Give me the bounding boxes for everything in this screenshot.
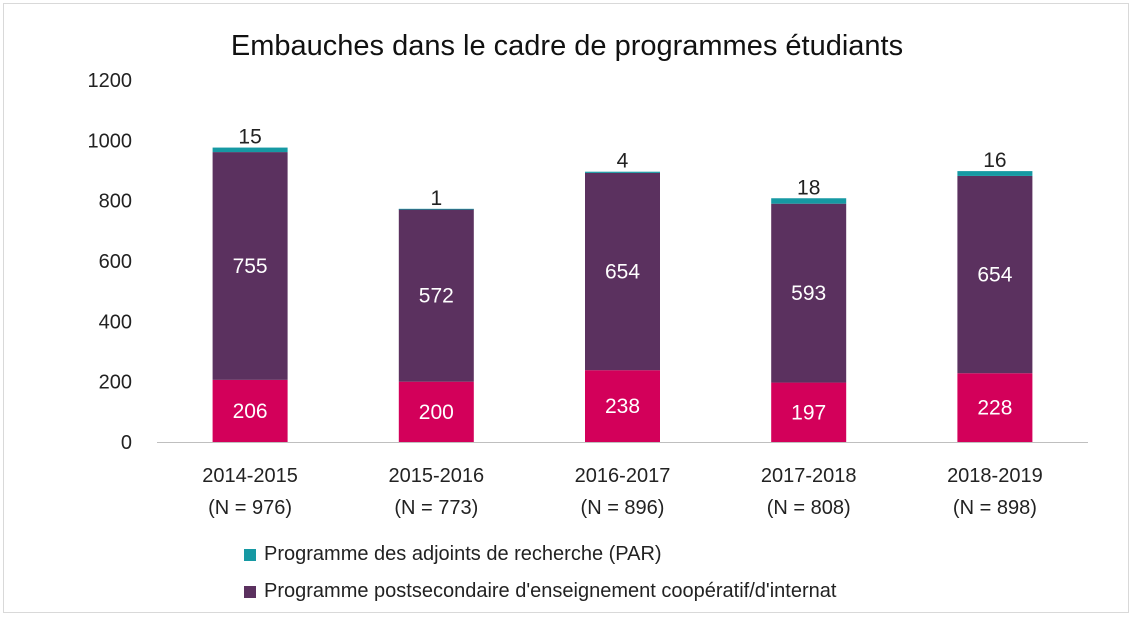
data-label: 228 [977,397,1012,420]
bar-segment [398,208,474,210]
bar-segment [771,198,847,204]
bar-segment [771,203,847,383]
bar-segment [957,175,1033,374]
bar-segment [212,379,288,442]
legend-swatch-par [244,548,256,561]
bar-segment [212,152,288,380]
data-label: 1 [430,187,442,210]
y-tick-label: 800 [99,191,132,213]
bar-segment [957,373,1033,442]
bar-segment [398,209,474,382]
x-tick-label: 2015-2016 [388,465,484,487]
bar-segment [398,381,474,442]
y-tick-label: 400 [99,311,132,333]
x-tick-label: 2018-2019 [947,465,1043,487]
data-label: 238 [605,395,640,418]
x-tick-label: 2016-2017 [575,465,671,487]
bar-segment [585,370,660,442]
y-tick-label: 1200 [88,70,133,92]
chart-legend: Programme des adjoints de recherche (PAR… [244,536,836,610]
legend-swatch-coop [244,585,256,598]
data-label: 16 [983,149,1006,172]
data-label: 654 [977,264,1012,287]
data-label: 206 [233,400,268,423]
data-label: 200 [419,401,454,424]
legend-label-coop: Programme postsecondaire d'enseignement … [264,580,837,602]
chart-frame [3,3,1129,613]
data-label: 15 [238,126,261,149]
y-tick-label: 1000 [88,130,133,152]
data-label: 4 [617,150,629,173]
x-tick-sublabel: (N = 773) [394,497,478,519]
legend-label-par: Programme des adjoints de recherche (PAR… [264,543,662,565]
x-tick-sublabel: (N = 896) [581,497,665,519]
x-tick-sublabel: (N = 976) [208,497,292,519]
x-tick-sublabel: (N = 898) [953,497,1037,519]
legend-item-coop: Programme postsecondaire d'enseignement … [244,573,836,610]
bar-segment [957,171,1033,176]
bar-segment [585,171,660,173]
data-label: 654 [605,261,640,284]
x-tick-label: 2017-2018 [761,465,857,487]
x-tick-sublabel: (N = 808) [767,497,851,519]
bar-segment [212,147,288,153]
y-tick-label: 200 [99,372,132,394]
y-tick-label: 600 [99,251,132,273]
data-label: 755 [233,255,268,278]
legend-item-par: Programme des adjoints de recherche (PAR… [244,536,836,573]
bar-segment [585,172,660,371]
data-label: 593 [791,282,826,305]
bar-segment [771,382,847,442]
data-label: 197 [791,401,826,424]
y-tick-label: 0 [121,432,132,454]
x-tick-label: 2014-2015 [202,465,298,487]
data-label: 572 [419,284,454,307]
chart-title: Embauches dans le cadre de programmes ét… [230,30,904,62]
data-label: 18 [797,176,820,199]
